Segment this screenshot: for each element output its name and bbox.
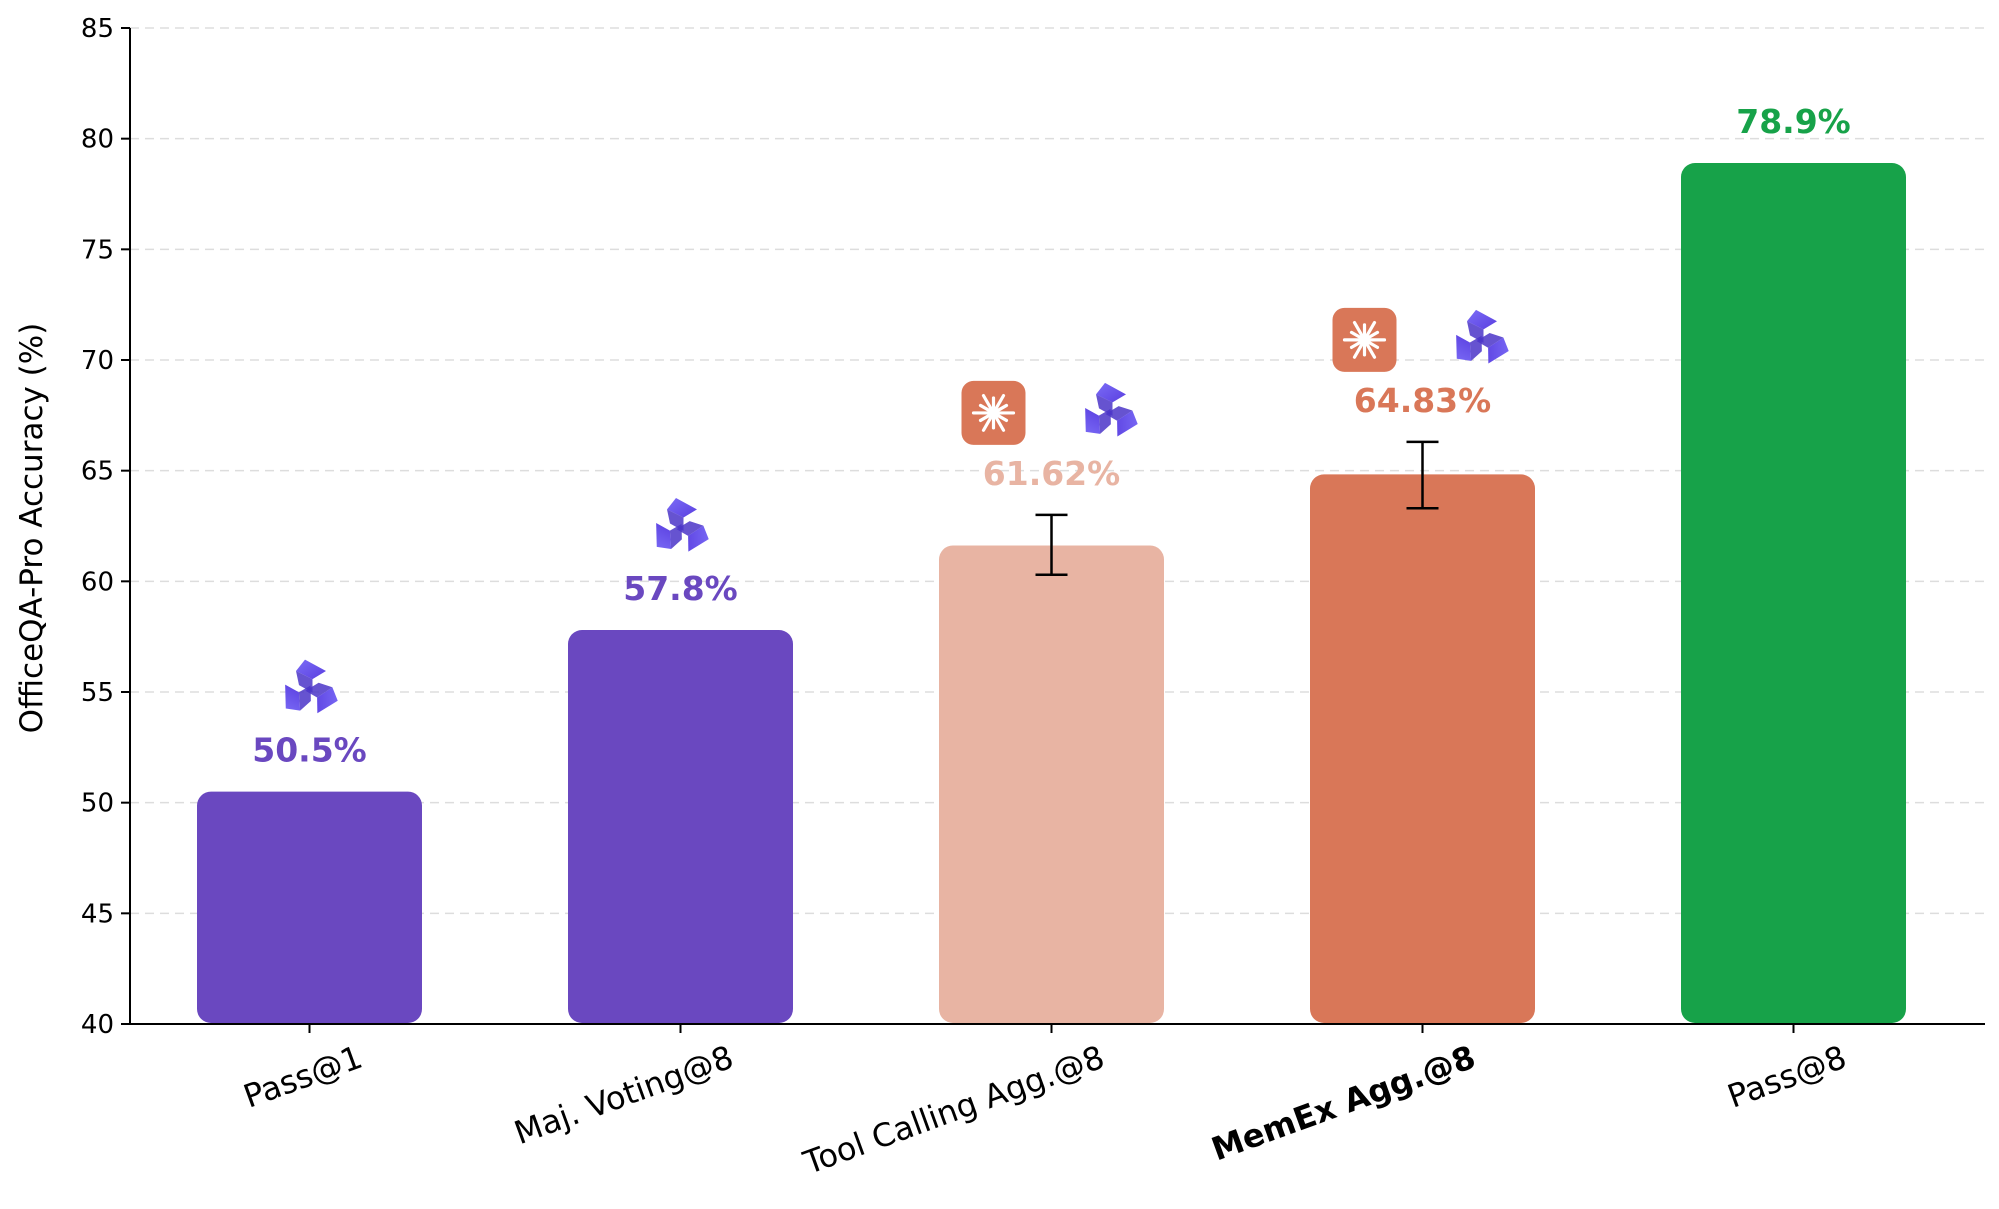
bars <box>197 163 1906 1024</box>
qwen-icon-facet <box>298 685 311 711</box>
qwen-icon-facet <box>669 523 682 550</box>
value-label: 78.9% <box>1736 102 1851 141</box>
y-tick-label: 80 <box>81 125 114 155</box>
model-icons <box>285 307 1509 714</box>
x-tick-label: Pass@1 <box>238 1038 367 1116</box>
qwen-icon-blade <box>688 525 709 552</box>
claude-icon-ray <box>981 411 996 432</box>
gridlines <box>130 27 1985 915</box>
claude-icon-ray <box>991 394 1006 415</box>
value-label: 57.8% <box>623 569 738 608</box>
y-tick-label: 45 <box>81 899 114 929</box>
qwen-icon-blade <box>1456 334 1472 361</box>
bar-1 <box>568 630 793 1023</box>
qwen-icon-blade <box>656 523 672 550</box>
qwen-icon-facet <box>1098 408 1111 434</box>
qwen-icon-facet <box>676 521 704 536</box>
qwen-icon-blade <box>667 498 697 518</box>
qwen-icon <box>1085 382 1138 437</box>
y-tick-label: 70 <box>81 346 114 376</box>
qwen-icon-blade <box>1117 410 1138 437</box>
bar-4 <box>1681 163 1906 1024</box>
bar-0 <box>197 791 422 1023</box>
qwen-icon-facet <box>1476 333 1504 348</box>
y-tick-label: 55 <box>81 678 114 708</box>
claude-icon <box>961 380 1026 445</box>
qwen-icon <box>285 659 338 714</box>
qwen-icon-facet <box>1469 335 1482 361</box>
y-tick-label: 60 <box>81 567 114 597</box>
bar-2 <box>939 545 1164 1023</box>
value-labels: 50.5% 57.8% 61.62% 64.83% 78.9% <box>252 102 1851 770</box>
y-tick-label: 85 <box>81 14 114 44</box>
claude-icon-ray <box>991 411 1006 432</box>
qwen-icon-blade <box>1085 407 1101 434</box>
claude-icon-ray <box>1352 338 1367 359</box>
y-tick-label: 40 <box>81 1010 114 1040</box>
qwen-icon <box>656 498 709 552</box>
claude-icon-ray <box>1362 338 1377 359</box>
x-tick-label: Tool Calling Agg.@8 <box>798 1038 1110 1182</box>
value-label: 50.5% <box>252 731 367 770</box>
value-label: 64.83% <box>1354 381 1491 420</box>
x-tick-label: Pass@8 <box>1722 1038 1851 1116</box>
claude-icon-ray <box>1362 320 1377 342</box>
claude-icon-ray <box>1362 330 1380 342</box>
qwen-icon-blade <box>1096 382 1126 403</box>
qwen-icon-facet <box>305 682 333 698</box>
qwen-icon-blade <box>317 687 338 714</box>
x-tick-label: Maj. Voting@8 <box>509 1038 738 1152</box>
y-axis-label: OfficeQA-Pro Accuracy (%) <box>14 323 50 734</box>
x-tick-label: MemEx Agg.@8 <box>1206 1038 1480 1169</box>
claude-icon-ray <box>1352 320 1367 342</box>
qwen-icon-blade <box>1488 337 1509 364</box>
claude-icon <box>1332 307 1397 372</box>
qwen-icon-blade <box>285 684 301 711</box>
qwen-icon <box>1456 309 1509 364</box>
claude-icon-ray <box>981 394 996 415</box>
y-tick-label: 75 <box>81 235 114 265</box>
qwen-icon-facet <box>1105 406 1133 421</box>
y-tick-label: 65 <box>81 457 114 487</box>
qwen-icon-blade <box>1467 309 1497 330</box>
y-tick-label: 50 <box>81 789 114 819</box>
bar-3 <box>1310 474 1535 1023</box>
value-label: 61.62% <box>983 454 1120 493</box>
claude-icon-ray <box>991 403 1009 415</box>
qwen-icon-blade <box>296 659 326 680</box>
